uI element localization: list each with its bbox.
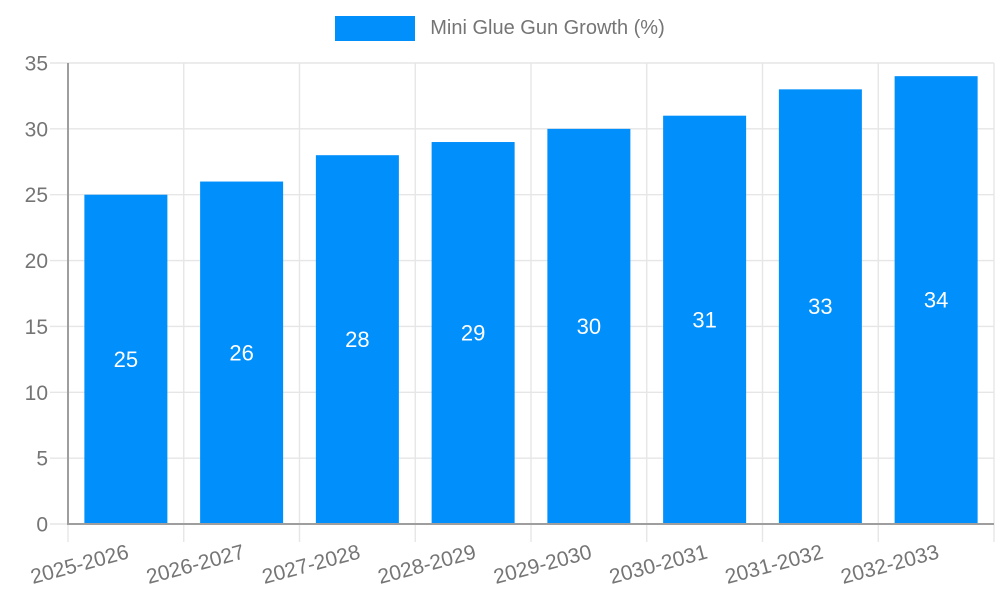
legend[interactable]: Mini Glue Gun Growth (%) [0,16,1000,41]
bar-value-label: 28 [345,327,369,352]
y-tick-label-5: 5 [36,448,48,471]
x-tick-label-2028-2029: 2028-2029 [375,541,478,589]
x-tick-label-2030-2031: 2030-2031 [607,541,710,589]
bar-value-label: 31 [692,307,716,332]
bar-2031-2032[interactable] [778,89,862,524]
bar-2032-2033[interactable] [894,76,978,525]
bar-2029-2030[interactable] [547,128,631,524]
y-tick-label-35: 35 [25,53,48,76]
y-tick-label-0: 0 [36,514,48,537]
y-tick-label-25: 25 [25,184,48,207]
x-tick-label-2027-2028: 2027-2028 [260,541,363,589]
y-tick-label-30: 30 [25,118,48,141]
bar-value-label: 29 [461,321,485,346]
x-tick-label-2026-2027: 2026-2027 [144,541,247,589]
bar-value-label: 34 [924,288,948,313]
legend-swatch [335,16,416,41]
bar-2030-2031[interactable] [663,115,747,524]
bar-2025-2026[interactable] [84,194,168,524]
bar-value-label: 33 [808,294,832,319]
y-tick-label-15: 15 [25,316,48,339]
x-tick-label-2031-2032: 2031-2032 [723,541,826,589]
bar-2026-2027[interactable] [200,181,284,525]
bar-2028-2029[interactable] [431,142,515,524]
bar-value-label: 30 [577,314,601,339]
y-tick-label-20: 20 [25,250,48,273]
x-tick-label-2029-2030: 2029-2030 [491,541,594,589]
x-tick-label-2032-2033: 2032-2033 [838,541,941,589]
bar-value-label: 25 [114,347,138,372]
legend-label: Mini Glue Gun Growth (%) [430,17,665,39]
bar-value-label: 26 [229,340,253,365]
bar-2027-2028[interactable] [315,155,399,524]
y-tick-label-10: 10 [25,382,48,405]
x-tick-label-2025-2026: 2025-2026 [28,541,131,589]
